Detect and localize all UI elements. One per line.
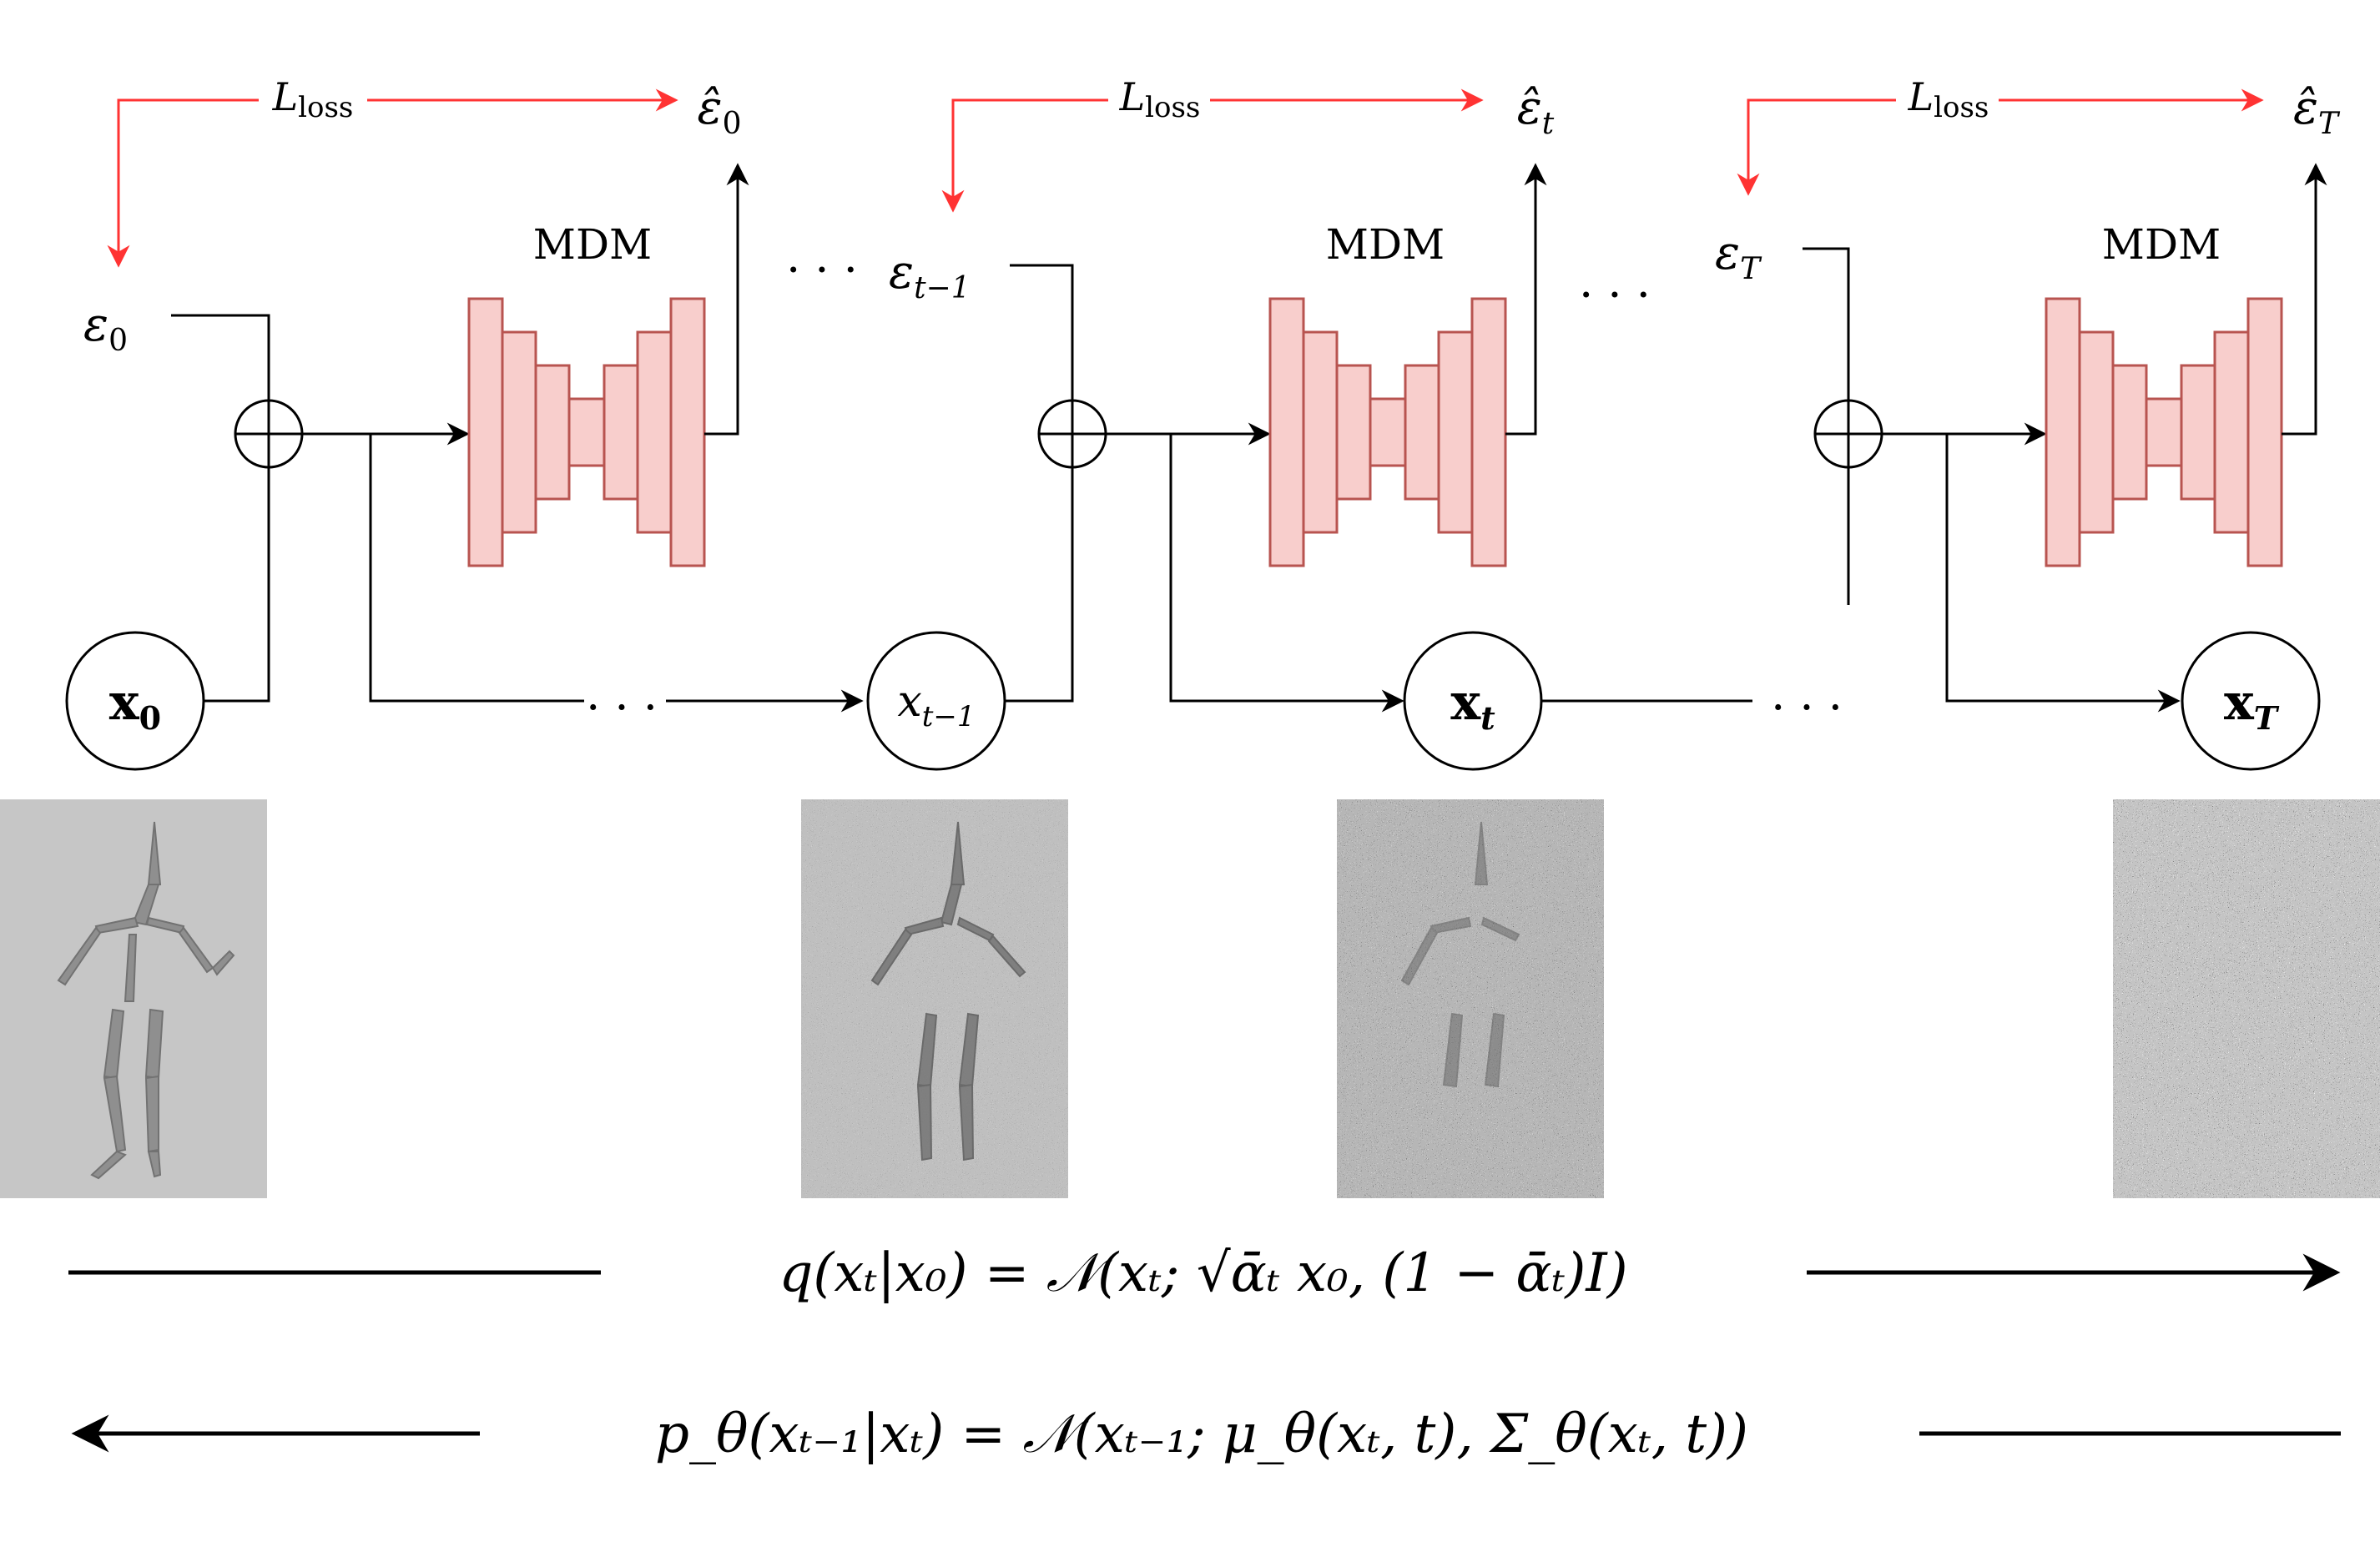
model-label-2: MDM — [2102, 220, 2221, 269]
skeleton-figure-2 — [1400, 821, 1520, 1088]
svg-text:x0: x0 — [109, 673, 161, 737]
reverse-equation: p_θ(xₜ₋₁|xₜ) = 𝒩(xₜ₋₁; μ_θ(xₜ, t), Σ_θ(x… — [655, 1403, 1748, 1465]
x-node-0: x0 — [65, 631, 205, 771]
eps-input-0: ε0 — [83, 298, 128, 358]
noise-panels — [0, 799, 2380, 1198]
x-node-t: xt — [1403, 631, 1543, 771]
loss-label: Lloss — [1908, 74, 1989, 124]
panel-t — [1337, 799, 1604, 1198]
reverse-process: p_θ(xₜ₋₁|xₜ) = 𝒩(xₜ₋₁; μ_θ(xₜ, t), Σ_θ(x… — [71, 1403, 2341, 1465]
stage-0: Lloss ε̂0 ε0 x0 MDM — [65, 74, 749, 771]
panel-clean — [0, 799, 267, 1198]
loss-arrow-1: Lloss — [941, 74, 1484, 213]
mdm-block-0 — [467, 297, 706, 567]
loss-label: Lloss — [272, 74, 354, 124]
ellipsis-top-1: · · · — [786, 244, 858, 296]
eps-hat-2: ε̂T — [2293, 81, 2341, 141]
skeleton-figure-0 — [57, 821, 235, 1180]
panel-T — [2113, 799, 2380, 1198]
model-label-1: MDM — [1326, 220, 1445, 269]
eps-line-0 — [171, 314, 270, 703]
eps-input-1: εt−1 — [889, 245, 971, 305]
mdm-block-2 — [2045, 297, 2283, 567]
ellipsis-top-2: · · · — [1579, 269, 1651, 321]
eps-line-2 — [1803, 247, 1850, 605]
eps-hat-1: ε̂t — [1517, 81, 1555, 141]
model-label-0: MDM — [533, 220, 652, 269]
stage-2: Lloss ε̂T εT MDM xT — [1715, 74, 2341, 771]
panel-t-minus-1 — [801, 799, 1068, 1198]
eps-hat-0: ε̂0 — [698, 81, 742, 141]
skeleton-figure-1 — [870, 821, 1026, 1162]
forward-equation: q(xₜ|x₀) = 𝒩(xₜ; √ᾱₜ x₀, (1 − ᾱₜ)I) — [779, 1242, 1627, 1304]
sum-node-2 — [1813, 399, 1883, 469]
ellipsis-bottom-2: . . . — [1771, 668, 1843, 720]
sum-node-1 — [1037, 399, 1107, 469]
stage-1: Lloss ε̂t εt−1 xt−1 MDM xt — [866, 74, 1555, 771]
eps-line-1 — [1006, 264, 1074, 703]
loss-arrow-2: Lloss — [1737, 74, 2264, 196]
svg-text:xT: xT — [2224, 673, 2280, 737]
ellipsis-bottom-1: . . . — [586, 668, 658, 720]
loss-arrow-0: Lloss — [107, 74, 678, 268]
sum-node-0 — [234, 399, 304, 469]
x-node-t-minus-1: xt−1 — [866, 631, 1006, 771]
svg-text:xt: xt — [1450, 673, 1495, 737]
loss-label: Lloss — [1119, 74, 1201, 124]
eps-input-2: εT — [1715, 226, 1762, 286]
forward-process: q(xₜ|x₀) = 𝒩(xₜ; √ᾱₜ x₀, (1 − ᾱₜ)I) — [68, 1242, 2341, 1304]
mdm-block-1 — [1268, 297, 1507, 567]
x-node-T: xT — [2181, 631, 2321, 771]
svg-text:xt−1: xt−1 — [897, 677, 975, 733]
